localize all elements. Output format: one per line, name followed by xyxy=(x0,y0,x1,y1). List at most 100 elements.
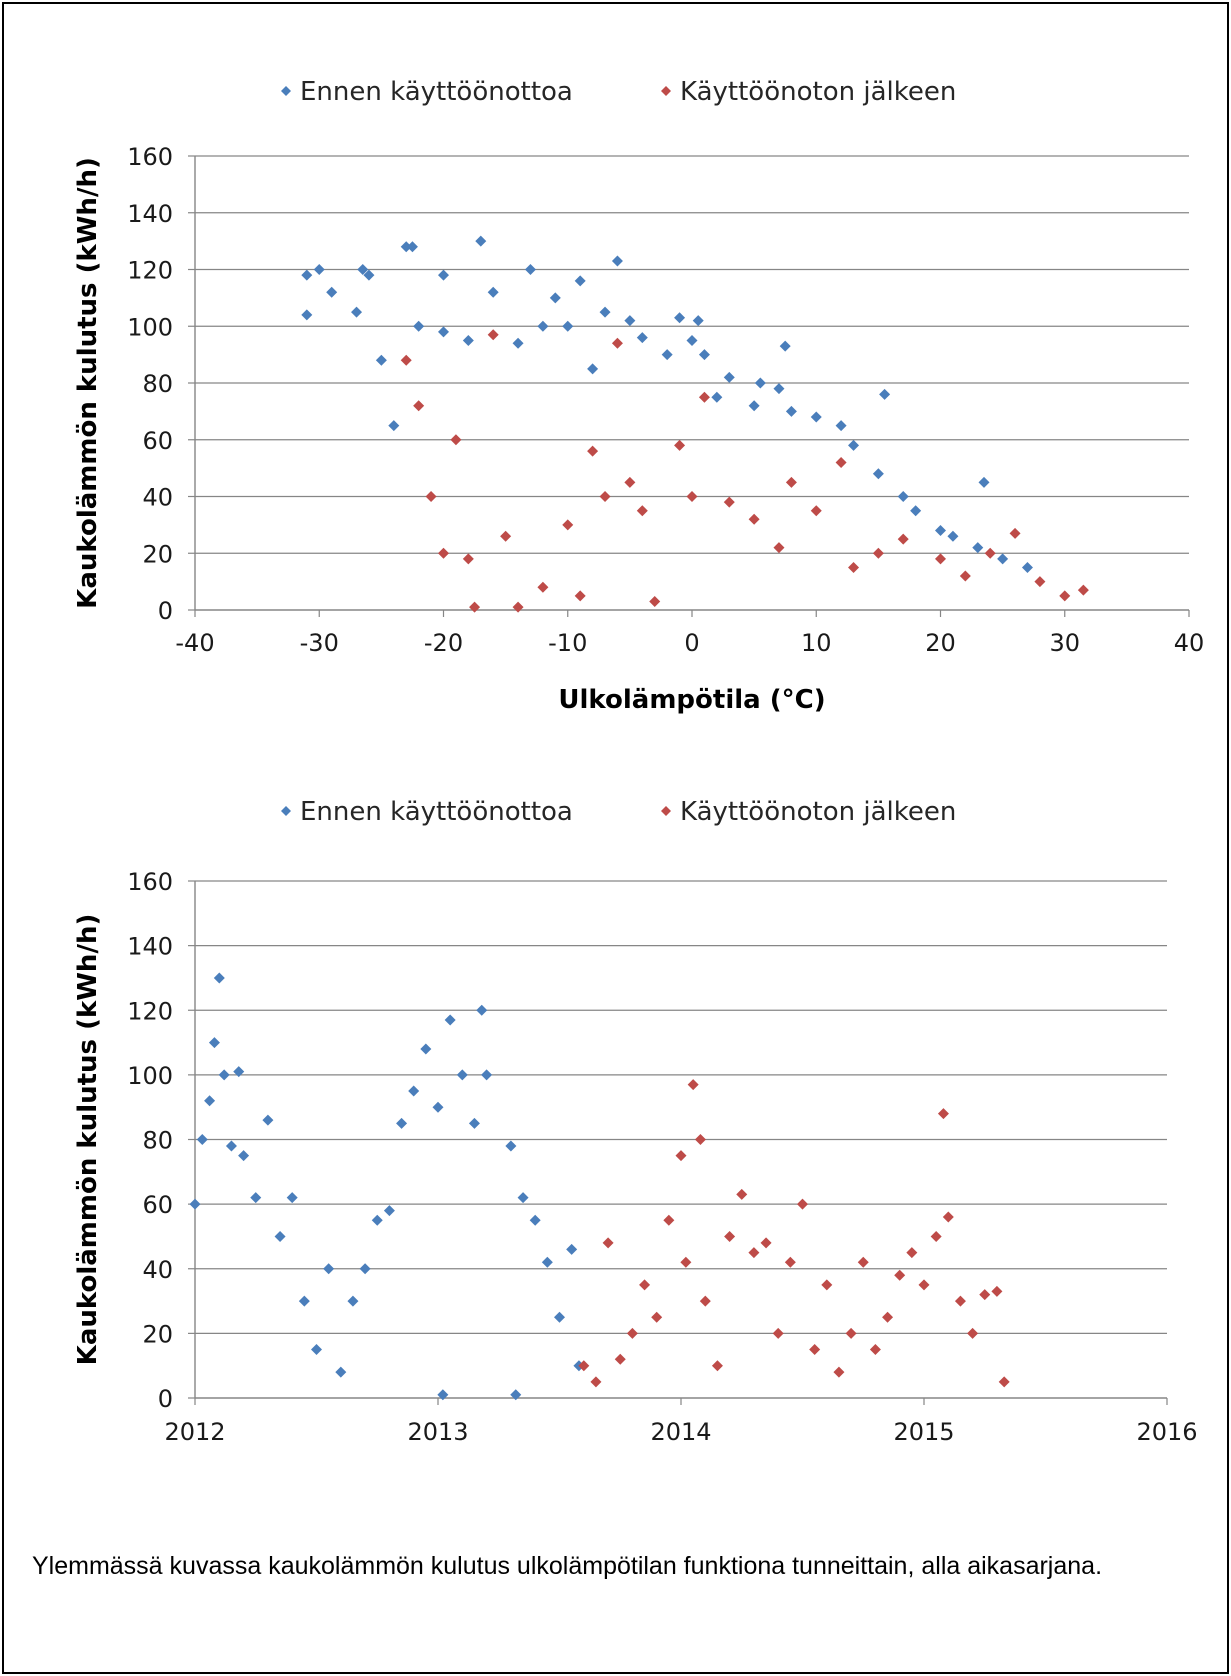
data-point xyxy=(810,411,822,423)
legend-marker-after xyxy=(661,806,671,816)
x-tick-label: 2016 xyxy=(1136,1418,1197,1446)
data-point xyxy=(692,315,704,327)
y-tick-label: 160 xyxy=(127,143,173,171)
data-point xyxy=(935,553,946,565)
data-point xyxy=(1077,584,1089,596)
data-point xyxy=(723,496,735,508)
data-point xyxy=(760,1237,772,1249)
data-point xyxy=(400,241,412,253)
series-before xyxy=(301,235,1033,573)
data-point xyxy=(351,306,363,318)
data-point xyxy=(238,1150,250,1162)
data-point xyxy=(833,1366,845,1378)
data-point xyxy=(347,1295,359,1307)
data-point xyxy=(408,1085,420,1097)
data-point xyxy=(611,337,623,349)
data-point xyxy=(785,405,797,417)
data-point xyxy=(517,1192,529,1204)
y-tick-label: 0 xyxy=(158,1385,173,1413)
data-point xyxy=(997,553,1009,565)
data-point xyxy=(810,505,822,517)
legend-label-before: Ennen käyttöönottoa xyxy=(300,77,573,107)
y-axis-title: Kaukolämmön kulutus (kWh/h) xyxy=(73,914,103,1366)
data-point xyxy=(537,320,549,332)
y-tick-label: 40 xyxy=(142,484,173,512)
data-point xyxy=(301,309,313,321)
data-point xyxy=(942,1211,954,1223)
y-tick-label: 60 xyxy=(142,1191,173,1219)
data-point xyxy=(225,1140,237,1152)
data-point xyxy=(797,1198,808,1210)
data-point xyxy=(500,530,512,542)
data-point xyxy=(413,400,425,412)
y-tick-label: 120 xyxy=(127,997,173,1025)
data-point xyxy=(335,1366,347,1378)
data-point xyxy=(286,1192,298,1204)
data-point xyxy=(438,269,449,281)
data-point xyxy=(587,445,599,457)
data-point xyxy=(311,1344,322,1356)
data-point xyxy=(388,420,400,432)
legend-marker-before xyxy=(281,86,291,96)
data-point xyxy=(998,1376,1010,1388)
y-tick-label: 60 xyxy=(142,427,173,455)
data-point xyxy=(967,1327,979,1339)
data-point xyxy=(614,1353,626,1365)
data-point xyxy=(711,391,723,403)
x-tick-label: 0 xyxy=(684,629,699,657)
scatter-chart-temperature: 0 20 40 60 80 100 120 140 160 -40 -30 -20 -10 0 10 20 30… xyxy=(73,77,1204,715)
data-point xyxy=(1021,561,1033,573)
data-point xyxy=(857,1256,869,1268)
y-axis-title: Kaukolämmön kulutus (kWh/h) xyxy=(73,157,103,609)
data-point xyxy=(512,601,524,613)
series-after xyxy=(400,329,1089,613)
data-point xyxy=(937,1108,949,1120)
data-point xyxy=(301,269,313,281)
data-point xyxy=(371,1214,383,1226)
x-tick-label: 10 xyxy=(801,629,832,657)
data-point xyxy=(298,1295,310,1307)
data-point xyxy=(772,1327,784,1339)
data-point xyxy=(481,1069,493,1081)
x-axis-title: Ulkolämpötila (°C) xyxy=(558,685,825,715)
y-tick-label: 20 xyxy=(142,540,173,568)
data-point xyxy=(505,1140,517,1152)
data-point xyxy=(469,601,481,613)
data-point xyxy=(978,476,990,488)
data-point xyxy=(984,547,996,559)
data-point xyxy=(639,1279,651,1291)
data-point xyxy=(835,456,847,468)
data-point xyxy=(444,1014,456,1026)
data-point xyxy=(487,286,499,298)
data-point xyxy=(425,491,437,502)
data-point xyxy=(773,383,785,395)
y-tick-label: 100 xyxy=(127,1062,173,1090)
data-point xyxy=(675,1150,687,1162)
y-tick-label: 0 xyxy=(158,597,173,625)
data-point xyxy=(554,1311,565,1323)
data-point xyxy=(562,519,574,531)
data-point xyxy=(624,476,636,488)
series-before xyxy=(189,972,585,1401)
data-point xyxy=(773,542,785,554)
data-point xyxy=(204,1095,216,1107)
data-point xyxy=(754,377,766,389)
data-point xyxy=(651,1311,663,1323)
data-point xyxy=(954,1295,966,1307)
data-point xyxy=(872,468,884,480)
data-point xyxy=(357,264,369,275)
data-point xyxy=(694,1134,706,1145)
data-point xyxy=(723,371,735,383)
data-point xyxy=(845,1327,857,1339)
data-point xyxy=(882,1311,894,1323)
data-point xyxy=(879,388,891,400)
data-point xyxy=(809,1344,821,1356)
data-point xyxy=(674,439,686,451)
x-tick-label: 40 xyxy=(1174,629,1205,657)
data-point xyxy=(979,1289,991,1301)
x-tick-label: 2012 xyxy=(164,1418,225,1446)
data-point xyxy=(835,420,847,432)
data-point xyxy=(218,1069,230,1081)
data-point xyxy=(529,1214,541,1226)
